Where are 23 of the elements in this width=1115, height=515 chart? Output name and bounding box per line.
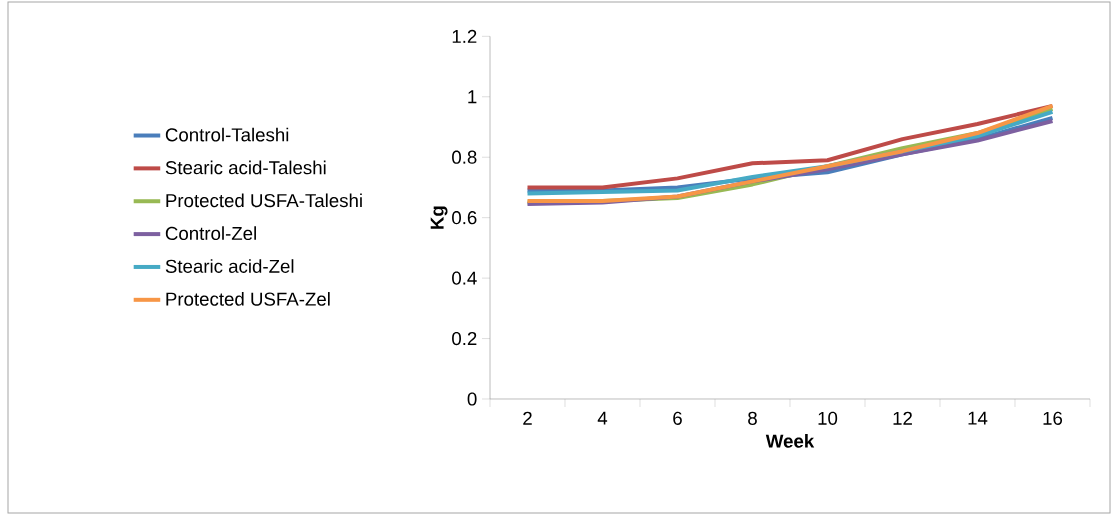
y-axis-title: Kg xyxy=(430,206,448,229)
legend-label: Control-Zel xyxy=(165,226,256,241)
x-tick-label: 14 xyxy=(968,411,988,425)
legend-label: Control-Taleshi xyxy=(165,127,289,142)
x-tick-label: 2 xyxy=(523,411,532,425)
x-tick-label: 12 xyxy=(893,411,912,425)
legend-label: Stearic acid-Zel xyxy=(165,259,294,273)
y-tick-label: 0.6 xyxy=(452,211,477,225)
x-tick-label: 4 xyxy=(597,411,608,425)
y-tick-label: 0.8 xyxy=(452,150,477,164)
y-tick-label: 0 xyxy=(467,392,477,406)
legend-label: Stearic acid-Taleshi xyxy=(165,160,326,175)
x-tick-label: 16 xyxy=(1043,411,1063,425)
y-tick-label: 0.4 xyxy=(452,271,477,285)
x-tick-label: 6 xyxy=(673,411,682,425)
legend-label: Protected USFA-Zel xyxy=(166,292,330,306)
y-tick-label: 0.2 xyxy=(452,331,477,346)
y-tick-label: 1 xyxy=(468,90,477,104)
legend-label: Protected USFA-Taleshi xyxy=(166,193,362,208)
x-axis-title: Week xyxy=(765,434,815,448)
x-tick-label: 8 xyxy=(748,411,757,425)
x-tick-label: 10 xyxy=(818,411,838,425)
y-tick-label: 1.2 xyxy=(452,29,477,43)
